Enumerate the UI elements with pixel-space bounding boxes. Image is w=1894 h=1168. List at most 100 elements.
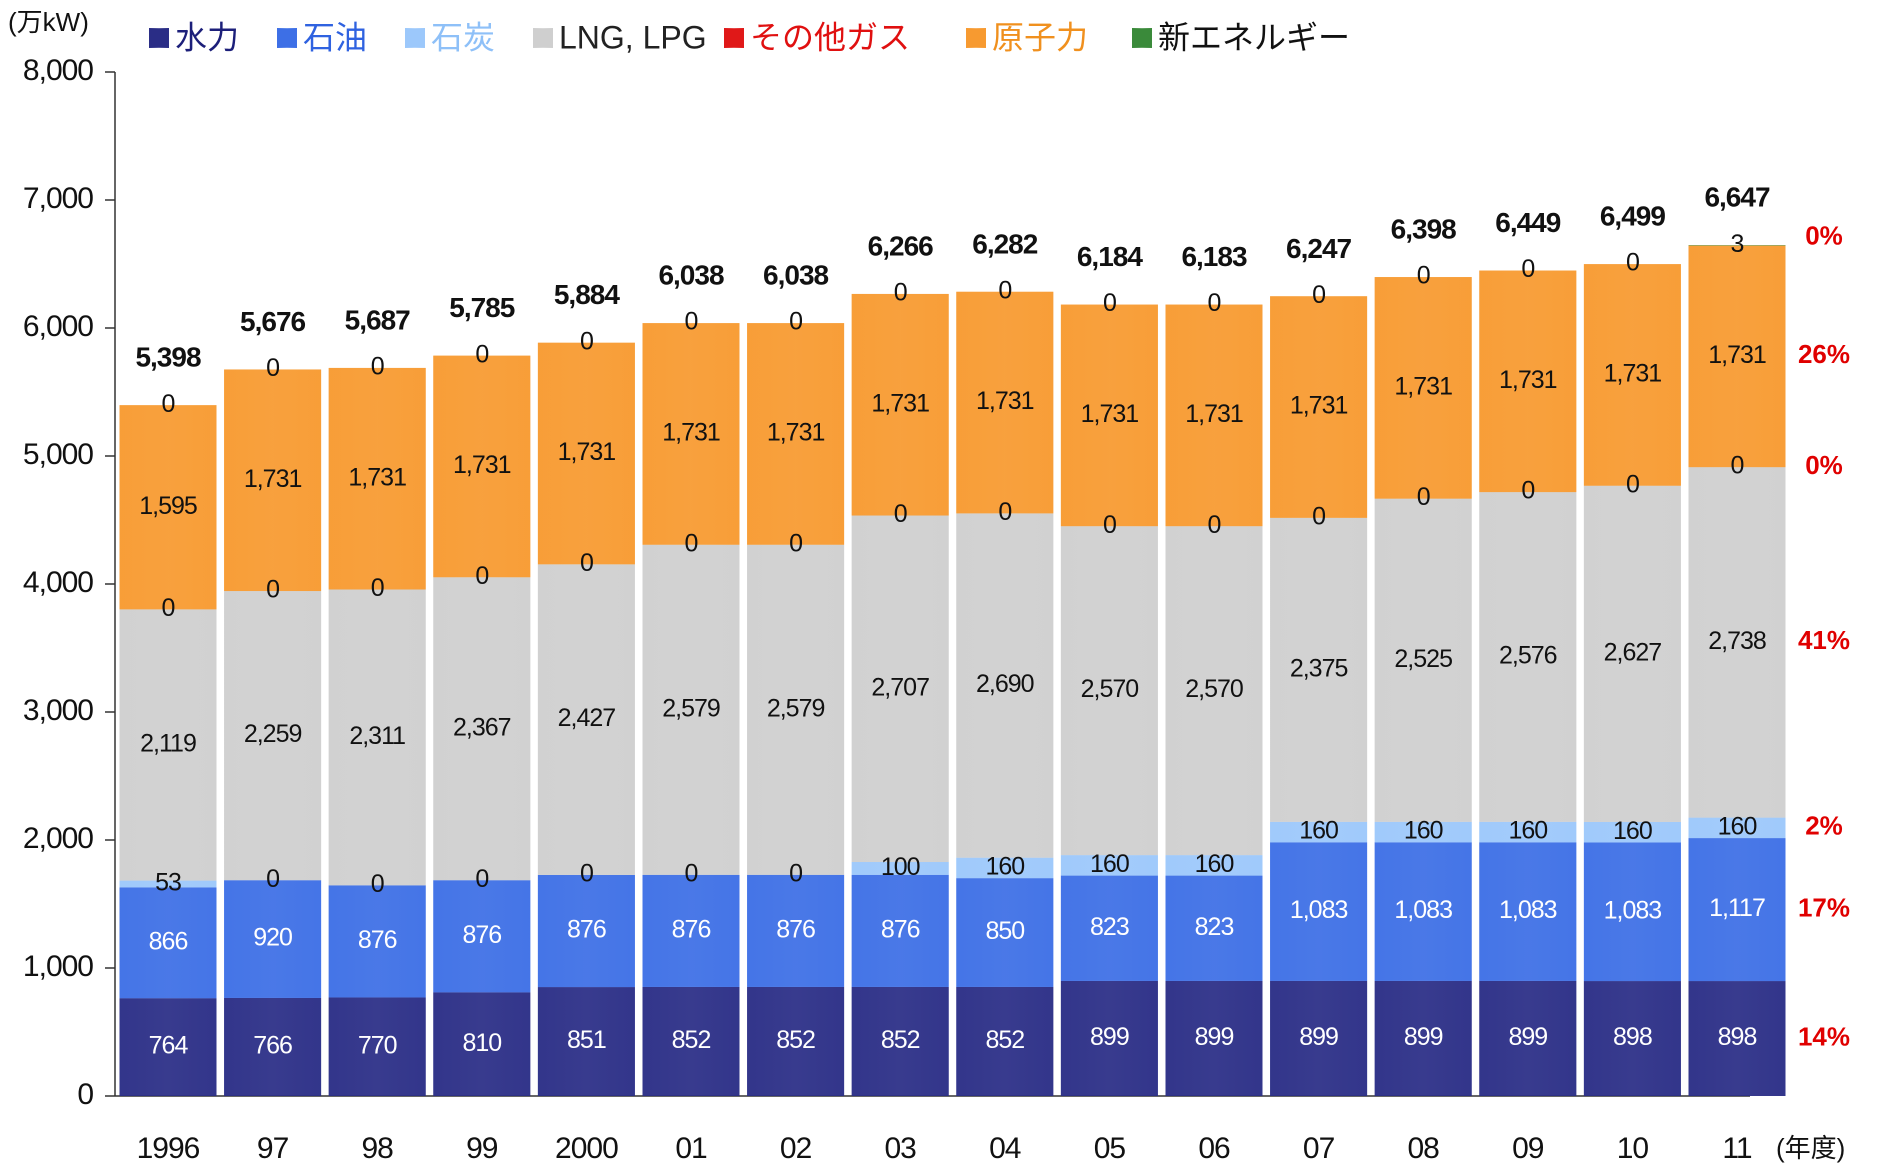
total-label: 5,884 bbox=[554, 279, 620, 310]
y-tick-label: 4,000 bbox=[23, 566, 93, 599]
legend-label: 水力 bbox=[175, 19, 239, 55]
x-tick-label: 97 bbox=[257, 1132, 289, 1165]
share-label: 41% bbox=[1798, 625, 1850, 655]
data-label: 0 bbox=[1103, 289, 1116, 317]
data-label: 1,117 bbox=[1709, 894, 1765, 922]
bar-segment-shade bbox=[1688, 817, 1786, 839]
data-label: 0 bbox=[266, 865, 279, 893]
y-tick-label: 0 bbox=[77, 1078, 93, 1111]
data-label: 1,731 bbox=[558, 438, 616, 466]
data-label: 898 bbox=[1718, 1023, 1757, 1051]
data-label: 1,731 bbox=[348, 463, 406, 491]
data-label: 852 bbox=[985, 1026, 1024, 1054]
data-label: 2,375 bbox=[1290, 654, 1348, 682]
bar-segment-shade bbox=[1479, 980, 1577, 1096]
legend-swatch-shade bbox=[724, 28, 744, 48]
data-label: 1,595 bbox=[139, 492, 197, 520]
data-label: 852 bbox=[881, 1026, 920, 1054]
bar-segment-shade bbox=[1374, 277, 1472, 499]
data-label: 810 bbox=[462, 1029, 501, 1057]
legend-swatch-shade bbox=[149, 28, 169, 48]
data-label: 0 bbox=[1521, 255, 1534, 283]
data-label: 899 bbox=[1404, 1023, 1443, 1051]
data-label: 0 bbox=[1208, 511, 1221, 539]
data-label: 0 bbox=[580, 860, 593, 888]
data-label: 899 bbox=[1299, 1023, 1338, 1051]
data-label: 0 bbox=[371, 870, 384, 898]
data-label: 876 bbox=[567, 916, 606, 944]
bar-segment-shade bbox=[119, 998, 217, 1096]
bar-segment-shade bbox=[956, 878, 1054, 987]
data-label: 1,731 bbox=[1185, 400, 1243, 428]
total-label: 6,449 bbox=[1495, 207, 1560, 238]
share-label: 14% bbox=[1798, 1021, 1850, 1051]
bar-segment-shade bbox=[851, 874, 949, 987]
bar-segment-shade bbox=[1060, 980, 1158, 1096]
bar-segment-shade bbox=[851, 862, 949, 875]
data-label: 1,083 bbox=[1394, 896, 1452, 924]
data-label: 852 bbox=[776, 1026, 815, 1054]
y-tick-label: 2,000 bbox=[23, 822, 93, 855]
data-label: 0 bbox=[371, 353, 384, 381]
data-label: 0 bbox=[685, 529, 698, 557]
data-label: 0 bbox=[1626, 470, 1639, 498]
data-label: 53 bbox=[155, 869, 181, 897]
bar-segment-shade bbox=[851, 986, 949, 1096]
total-label: 6,247 bbox=[1286, 233, 1351, 264]
data-label: 0 bbox=[475, 865, 488, 893]
data-label: 1,731 bbox=[662, 419, 720, 447]
bar-segment-shade bbox=[642, 544, 740, 875]
x-tick-label: 07 bbox=[1303, 1132, 1335, 1165]
data-label: 920 bbox=[253, 924, 292, 952]
share-label: 26% bbox=[1798, 339, 1850, 369]
data-label: 1,731 bbox=[1290, 392, 1348, 420]
bar-segment-shade bbox=[224, 880, 322, 998]
bar-segment-shade bbox=[433, 355, 531, 578]
data-label: 2,570 bbox=[1081, 675, 1139, 703]
bar-segment-shade bbox=[1165, 304, 1263, 527]
bar-segment-shade bbox=[956, 857, 1054, 879]
x-tick-label: 98 bbox=[362, 1132, 394, 1165]
legend-label: その他ガス bbox=[750, 19, 910, 55]
data-label: 1,083 bbox=[1499, 896, 1557, 924]
data-label: 2,579 bbox=[662, 694, 720, 722]
total-label: 5,398 bbox=[135, 341, 200, 372]
data-label: 2,690 bbox=[976, 670, 1034, 698]
data-label: 0 bbox=[475, 562, 488, 590]
data-label: 0 bbox=[789, 859, 802, 887]
bar-segment-shade bbox=[642, 986, 740, 1096]
bar-segment-shade bbox=[1165, 526, 1263, 856]
legend-label: 新エネルギー bbox=[1158, 19, 1350, 55]
bar-segment-shade bbox=[1479, 270, 1577, 493]
total-label: 6,266 bbox=[868, 230, 933, 261]
data-label: 0 bbox=[894, 279, 907, 307]
data-label: 0 bbox=[266, 576, 279, 604]
total-label: 6,038 bbox=[763, 260, 828, 291]
bar-segment-shade bbox=[537, 342, 635, 565]
share-label: 2% bbox=[1805, 811, 1843, 841]
data-label: 1,731 bbox=[976, 387, 1034, 415]
bar-segment-shade bbox=[328, 589, 426, 886]
data-label: 1,731 bbox=[871, 389, 929, 417]
data-label: 1,731 bbox=[1604, 360, 1662, 388]
data-label: 899 bbox=[1195, 1023, 1234, 1051]
bar-segment-shade bbox=[747, 874, 845, 987]
share-label: 0% bbox=[1805, 450, 1843, 480]
x-tick-label: 1996 bbox=[137, 1132, 200, 1165]
data-label: 898 bbox=[1613, 1023, 1652, 1051]
data-label: 866 bbox=[149, 927, 188, 955]
legend-swatch-shade bbox=[277, 28, 297, 48]
bar-segment-shade bbox=[1165, 855, 1263, 876]
bar-segment-shade bbox=[1270, 517, 1368, 822]
bar-segment-shade bbox=[747, 323, 845, 545]
total-label: 6,398 bbox=[1391, 213, 1456, 244]
data-label: 0 bbox=[685, 308, 698, 336]
data-label: 2,707 bbox=[871, 673, 929, 701]
bar-segment-shade bbox=[1583, 485, 1681, 822]
data-label: 0 bbox=[685, 859, 698, 887]
data-label: 0 bbox=[162, 594, 175, 622]
bar-segment-shade bbox=[328, 367, 426, 590]
bar-segment-shade bbox=[1479, 842, 1577, 981]
data-label: 1,731 bbox=[1394, 372, 1452, 400]
bar-segment-shade bbox=[1583, 842, 1681, 982]
